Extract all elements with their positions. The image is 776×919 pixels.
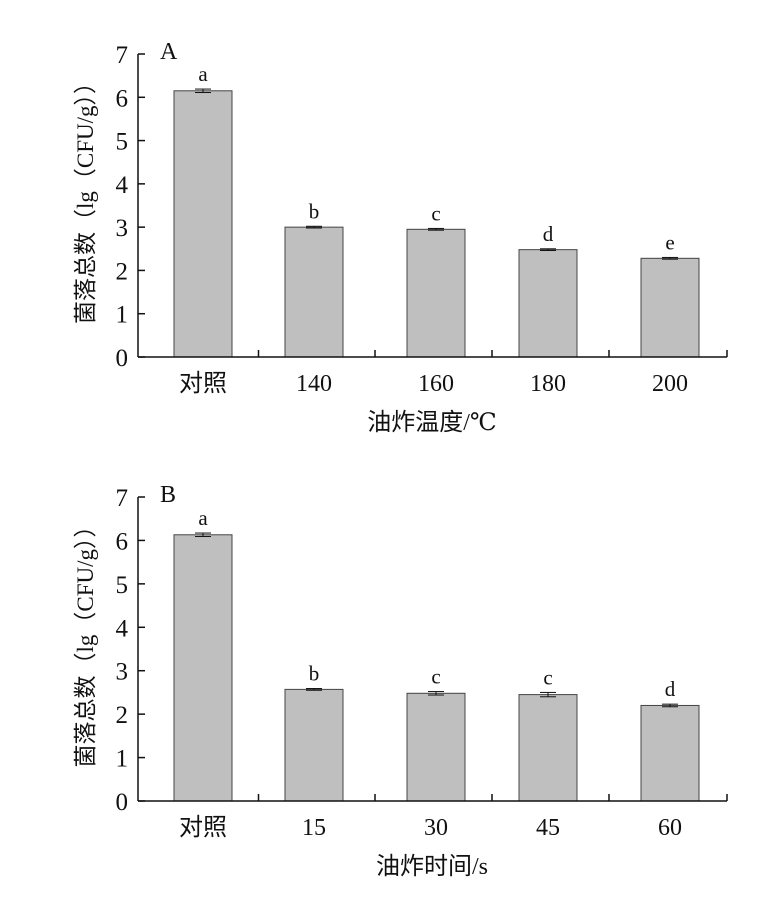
significance-label: d xyxy=(665,677,676,701)
x-tick-label: 对照 xyxy=(179,370,227,397)
panel-a-temperature: A 菌落总数（lg（CFU/g）） 油炸温度/℃ a对照b140c160d180… xyxy=(73,39,728,436)
bar xyxy=(173,534,233,802)
significance-label: c xyxy=(431,201,440,225)
y-tick-label: 6 xyxy=(116,528,129,555)
significance-label: a xyxy=(198,62,208,86)
y-tick-label: 6 xyxy=(116,85,129,112)
x-tick-label: 对照 xyxy=(179,814,227,841)
x-tick-label: 160 xyxy=(418,371,454,397)
x-tick-label: 15 xyxy=(302,815,326,841)
panel-b-time: B 菌落总数（lg（CFU/g）） 油炸时间/s a对照b15c30c45d60… xyxy=(73,482,728,880)
y-tick-label: 5 xyxy=(116,572,129,599)
bar xyxy=(518,249,578,358)
x-tick-label: 45 xyxy=(536,815,560,841)
y-tick-label: 0 xyxy=(116,345,129,372)
x-tick-label: 140 xyxy=(296,371,332,397)
bar xyxy=(284,226,344,358)
significance-label: a xyxy=(198,506,208,530)
y-axis-title: 菌落总数（lg（CFU/g）） xyxy=(73,514,98,767)
significance-label: e xyxy=(665,230,674,254)
x-tick-label: 180 xyxy=(530,371,566,397)
bar xyxy=(640,704,700,802)
bar xyxy=(173,90,233,358)
bar xyxy=(406,228,466,358)
y-tick-label: 2 xyxy=(116,258,129,285)
x-axis-title: 油炸温度/℃ xyxy=(367,409,497,436)
bar xyxy=(406,692,466,802)
y-tick-label: 4 xyxy=(116,172,129,199)
significance-label: c xyxy=(543,665,552,689)
significance-label: b xyxy=(309,662,320,686)
y-tick-label: 1 xyxy=(116,302,129,329)
bar xyxy=(640,257,700,358)
y-tick-label: 3 xyxy=(116,659,129,686)
x-tick-label: 60 xyxy=(658,815,682,841)
y-tick-label: 5 xyxy=(116,129,129,156)
bar xyxy=(518,694,578,802)
panel-label: B xyxy=(160,482,176,508)
y-tick-label: 1 xyxy=(116,746,129,773)
y-tick-label: 3 xyxy=(116,215,129,242)
x-tick-label: 200 xyxy=(652,371,688,397)
bar xyxy=(284,688,344,802)
significance-label: b xyxy=(309,199,320,223)
significance-label: c xyxy=(431,665,440,689)
y-tick-label: 0 xyxy=(116,789,129,816)
y-tick-label: 4 xyxy=(116,615,129,642)
x-tick-label: 30 xyxy=(424,815,448,841)
y-tick-label: 7 xyxy=(116,485,129,512)
x-axis-title: 油炸时间/s xyxy=(376,853,488,880)
y-tick-label: 7 xyxy=(116,42,129,69)
panel-label: A xyxy=(160,39,178,65)
significance-label: d xyxy=(543,222,554,246)
plot-area: a 对照 b 140 c 160 d 180 e 200 0 1 2 3 4 5 6 7 xyxy=(116,42,728,397)
y-axis-title: 菌落总数（lg（CFU/g）） xyxy=(73,71,98,324)
y-tick-label: 2 xyxy=(116,702,129,729)
